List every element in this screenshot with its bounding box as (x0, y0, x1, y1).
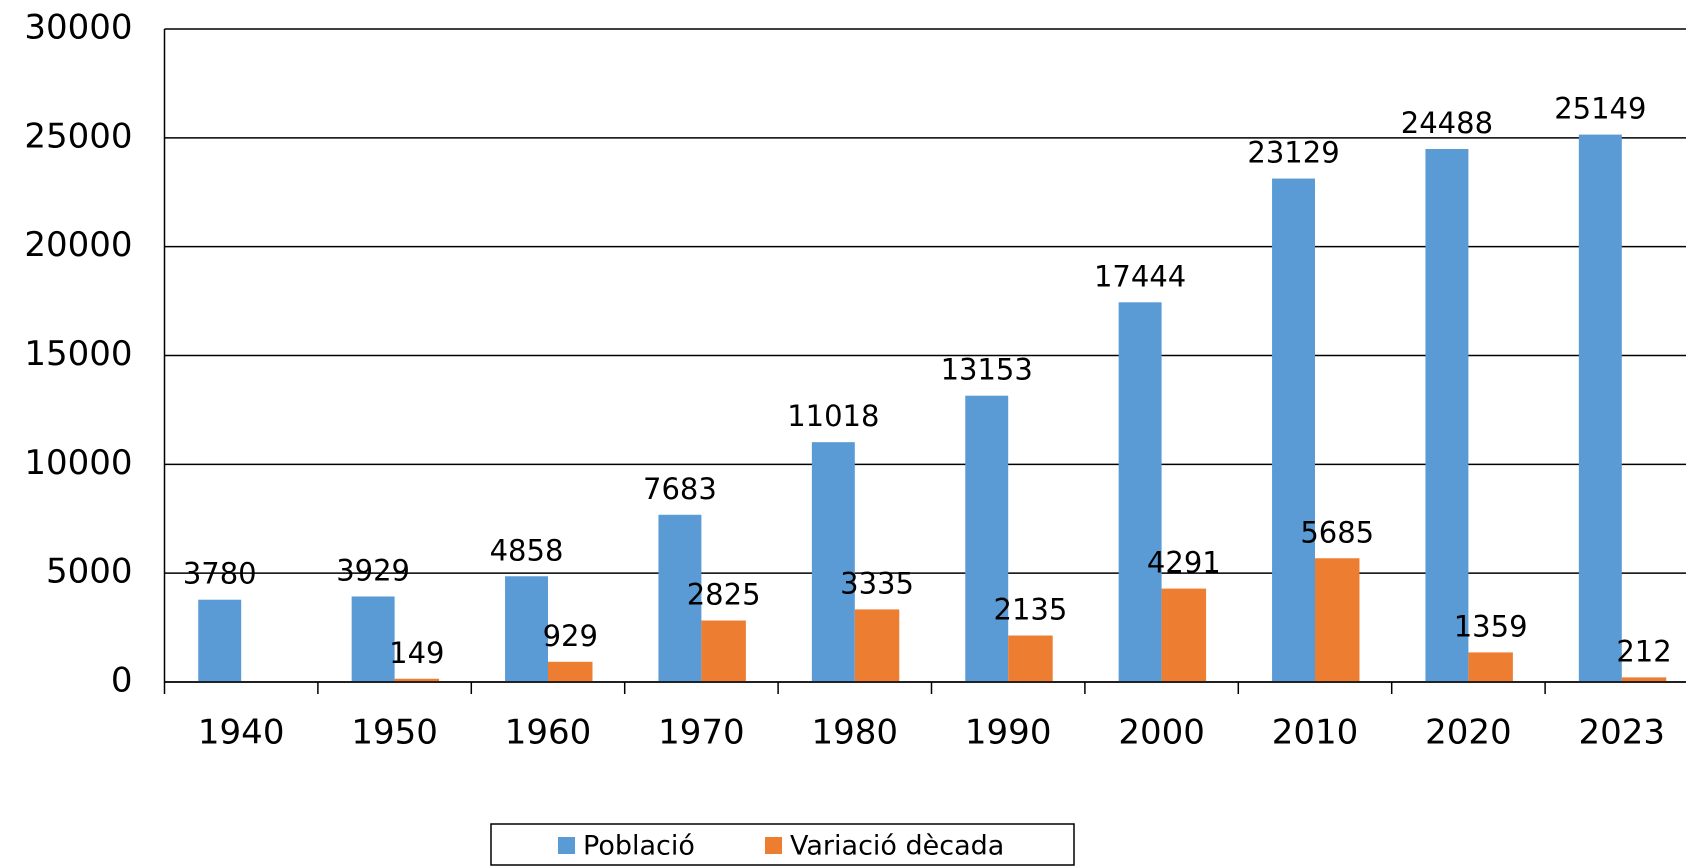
data-label: 13153 (941, 353, 1033, 387)
data-label: 17444 (1094, 259, 1186, 293)
legend-swatch (765, 837, 782, 854)
data-label: 7683 (643, 472, 717, 506)
data-label: 25149 (1554, 92, 1646, 126)
legend-label: Variació dècada (790, 831, 1004, 862)
bar (1468, 652, 1513, 682)
bar (394, 678, 440, 682)
data-label: 4291 (1147, 546, 1221, 580)
data-label: 149 (389, 636, 444, 670)
data-label: 23129 (1247, 136, 1339, 170)
data-label: 1359 (1454, 609, 1528, 643)
data-label: 3780 (183, 557, 257, 591)
bar (1008, 635, 1053, 682)
bar (854, 609, 900, 682)
y-tick-label: 0 (111, 661, 133, 701)
x-tick-label: 1990 (965, 713, 1052, 753)
x-tick-label: 1950 (351, 713, 438, 753)
y-tick-label: 30000 (24, 8, 132, 48)
data-label: 2825 (687, 578, 761, 612)
y-tick-label: 10000 (24, 443, 132, 483)
x-tick-label: 2020 (1425, 713, 1512, 753)
bar (1272, 178, 1315, 682)
legend-box (490, 823, 1075, 866)
x-tick-label: 1980 (812, 713, 899, 753)
bar (965, 395, 1009, 682)
x-tick-label: 2010 (1272, 713, 1359, 753)
bar (1161, 588, 1207, 682)
bar (658, 514, 702, 682)
data-label: 3335 (840, 566, 914, 600)
legend-swatch (558, 837, 575, 854)
data-label: 212 (1616, 634, 1671, 668)
y-tick-label: 25000 (24, 116, 132, 156)
x-tick-label: 2023 (1579, 713, 1666, 753)
bar (1578, 134, 1622, 683)
data-label: 4858 (490, 533, 564, 567)
bar (811, 442, 855, 682)
x-tick-label: 1940 (198, 713, 285, 753)
data-label: 11018 (787, 399, 879, 433)
bar (198, 599, 242, 682)
bar (701, 620, 746, 682)
bar (1425, 148, 1469, 683)
bar (548, 661, 593, 682)
bar (1118, 302, 1162, 682)
data-label: 2135 (994, 593, 1068, 627)
data-label: 5685 (1300, 515, 1374, 549)
data-label: 24488 (1401, 106, 1493, 140)
data-label: 3929 (336, 553, 410, 587)
legend-label: Població (583, 831, 695, 862)
x-tick-label: 1960 (505, 713, 592, 753)
bar (1621, 677, 1667, 682)
y-tick-label: 15000 (24, 334, 132, 374)
y-tick-label: 5000 (46, 552, 133, 592)
x-tick-label: 2000 (1118, 713, 1205, 753)
bar (351, 596, 395, 682)
bar (505, 576, 548, 682)
bar (1315, 558, 1360, 682)
x-tick-label: 1970 (658, 713, 745, 753)
data-label: 929 (543, 619, 598, 653)
y-tick-label: 20000 (24, 225, 132, 265)
